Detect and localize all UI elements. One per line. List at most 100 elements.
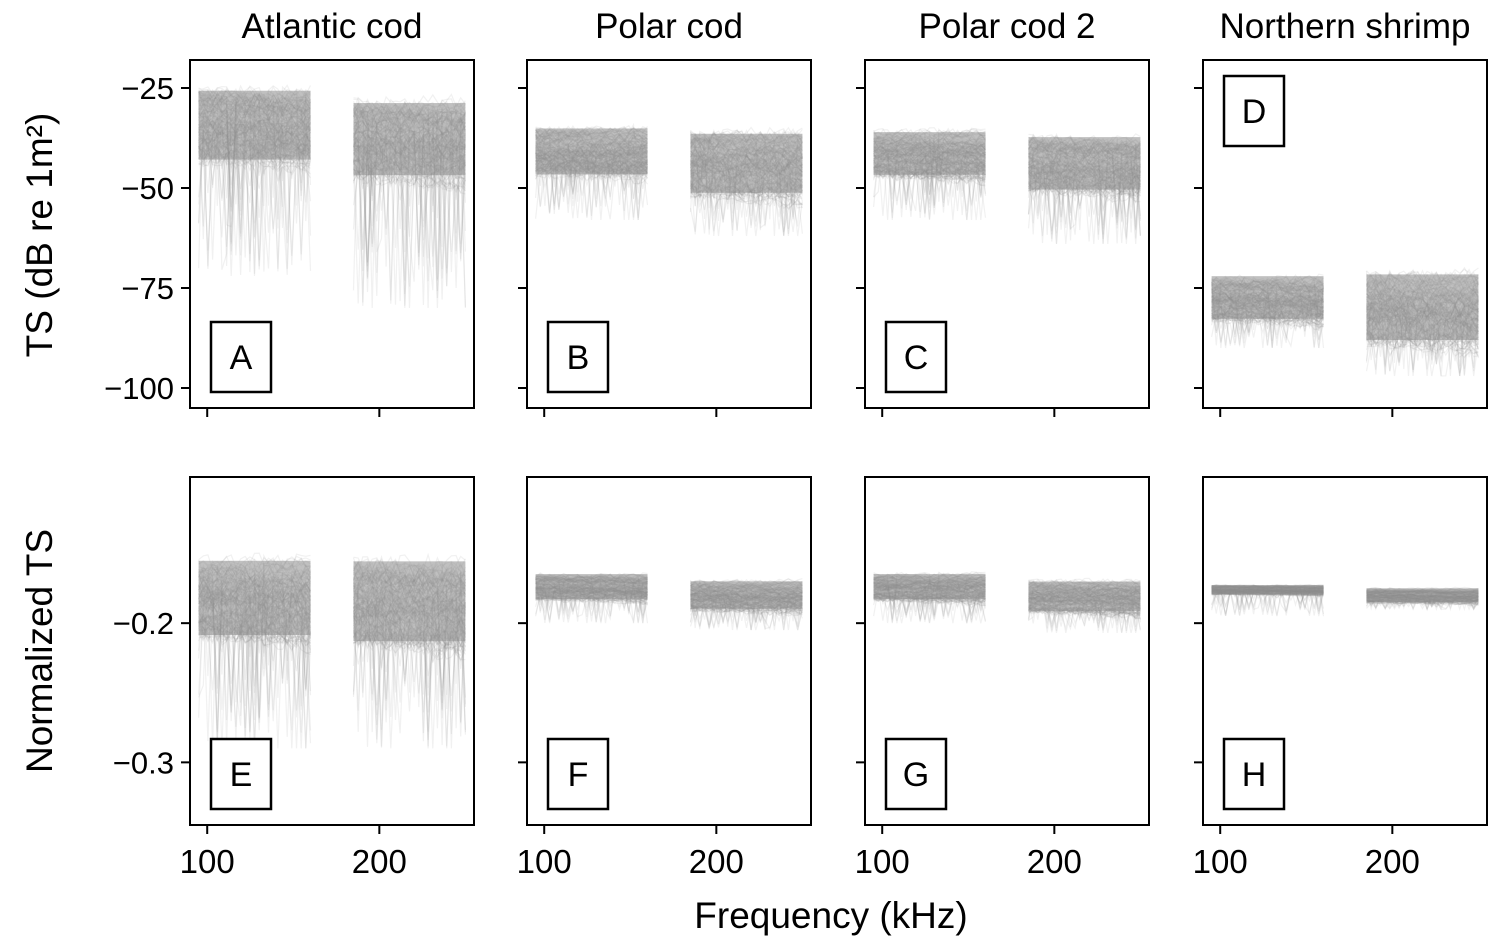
trace-line bbox=[1028, 605, 1141, 627]
x-tick-label: 100 bbox=[855, 843, 910, 880]
trace-line bbox=[1366, 600, 1479, 610]
trace-line bbox=[1211, 316, 1324, 346]
panel-label: C bbox=[904, 339, 929, 377]
panel-label: B bbox=[567, 339, 590, 377]
panel-title: Atlantic cod bbox=[242, 7, 423, 46]
axes-frame bbox=[1202, 476, 1488, 826]
trace-core-band bbox=[1211, 276, 1324, 319]
trace-line bbox=[690, 606, 803, 630]
y-tick-label: −0.3 bbox=[113, 745, 174, 780]
trace-core-band bbox=[535, 574, 648, 600]
trace-line bbox=[352, 630, 466, 741]
trace-line bbox=[353, 630, 466, 696]
trace-line bbox=[1211, 592, 1324, 597]
trace-line bbox=[1028, 607, 1141, 619]
trace-bundle bbox=[535, 122, 803, 237]
panel-h: 100 200 H bbox=[1193, 476, 1488, 880]
trace-bundle bbox=[1211, 584, 1479, 617]
panel-title: Polar cod 2 bbox=[918, 7, 1095, 46]
trace-line bbox=[1028, 607, 1141, 624]
axes-frame bbox=[1202, 59, 1488, 409]
trace-line bbox=[690, 184, 803, 237]
axes-frame bbox=[526, 476, 812, 826]
trace-core-band bbox=[1211, 585, 1324, 595]
trace-line bbox=[198, 149, 312, 167]
x-tick-label: 200 bbox=[352, 843, 407, 880]
panel-label: H bbox=[1242, 756, 1267, 794]
trace-core-band bbox=[1366, 274, 1479, 340]
trace-line bbox=[1211, 312, 1324, 326]
panel-label-box bbox=[1222, 74, 1286, 148]
trace-line bbox=[353, 631, 466, 664]
trace-core-band bbox=[1028, 581, 1141, 612]
trace-line bbox=[353, 165, 466, 306]
trace-line bbox=[1366, 600, 1479, 611]
y-tick-label: −50 bbox=[121, 171, 174, 206]
trace-core-band bbox=[873, 132, 986, 175]
trace-line bbox=[1366, 600, 1479, 606]
trace-bundle bbox=[198, 84, 466, 309]
trace-core-band bbox=[1366, 588, 1479, 603]
trace-line bbox=[1366, 335, 1479, 377]
panel-label-box bbox=[209, 737, 273, 811]
panel-label: D bbox=[1242, 93, 1267, 131]
panel-label-box bbox=[884, 320, 948, 394]
trace-line bbox=[1028, 184, 1141, 197]
trace-line bbox=[1028, 607, 1141, 620]
panel-label: F bbox=[568, 756, 589, 794]
trace-bundle bbox=[873, 571, 1141, 634]
y-axis-label-bottom: Normalized TS bbox=[19, 529, 60, 773]
x-tick-label: 100 bbox=[1193, 843, 1248, 880]
trace-line bbox=[535, 169, 648, 185]
panel-label: E bbox=[230, 756, 253, 794]
trace-core-band bbox=[690, 581, 803, 609]
panel-label: G bbox=[903, 756, 929, 794]
y-tick-label: −25 bbox=[121, 71, 174, 106]
y-tick-label: −100 bbox=[104, 371, 174, 406]
axes-frame bbox=[526, 59, 812, 409]
panel-c: Polar cod 2 C bbox=[856, 7, 1150, 417]
trace-line bbox=[873, 169, 987, 187]
x-tick-label: 100 bbox=[180, 843, 235, 880]
trace-line bbox=[353, 627, 466, 648]
trace-line bbox=[873, 596, 986, 603]
panel-label-box bbox=[884, 737, 948, 811]
trace-core-band bbox=[690, 133, 803, 193]
trace-bundle bbox=[873, 127, 1141, 245]
panel-title: Polar cod bbox=[595, 7, 743, 46]
trace-line bbox=[1027, 182, 1141, 240]
trace-core-band bbox=[353, 103, 466, 176]
panel-label-box bbox=[1222, 737, 1286, 811]
trace-core-band bbox=[198, 560, 311, 635]
trace-line bbox=[1366, 600, 1479, 610]
trace-line bbox=[690, 605, 803, 623]
trace-line bbox=[1028, 182, 1141, 217]
panel-e: 100 200 −0.2 −0.3 E bbox=[113, 476, 475, 880]
trace-line bbox=[690, 186, 803, 237]
panel-label-box bbox=[546, 320, 610, 394]
y-tick-label: −0.2 bbox=[113, 606, 174, 641]
trace-core-band bbox=[535, 128, 648, 175]
y-axis-label-top: TS (dB re 1m²) bbox=[19, 113, 60, 358]
axes-frame bbox=[864, 476, 1150, 826]
panel-d: Northern shrimp D bbox=[1194, 7, 1488, 417]
axes-frame bbox=[189, 59, 475, 409]
trace-core-band bbox=[873, 574, 986, 600]
trace-line bbox=[353, 626, 466, 712]
x-tick-label: 200 bbox=[1365, 843, 1420, 880]
panel-label-box bbox=[209, 320, 273, 394]
trace-line bbox=[198, 626, 311, 645]
axes-frame bbox=[864, 59, 1150, 409]
trace-core-band bbox=[1028, 137, 1141, 190]
trace-line bbox=[1028, 606, 1141, 631]
trace-line bbox=[1211, 315, 1324, 328]
trace-bundle bbox=[198, 552, 466, 749]
trace-line bbox=[535, 595, 648, 604]
trace-line bbox=[1211, 314, 1325, 349]
trace-line bbox=[352, 634, 466, 652]
panel-b: Polar cod B bbox=[518, 7, 812, 417]
trace-line bbox=[1366, 331, 1479, 377]
trace-line bbox=[1211, 592, 1324, 596]
